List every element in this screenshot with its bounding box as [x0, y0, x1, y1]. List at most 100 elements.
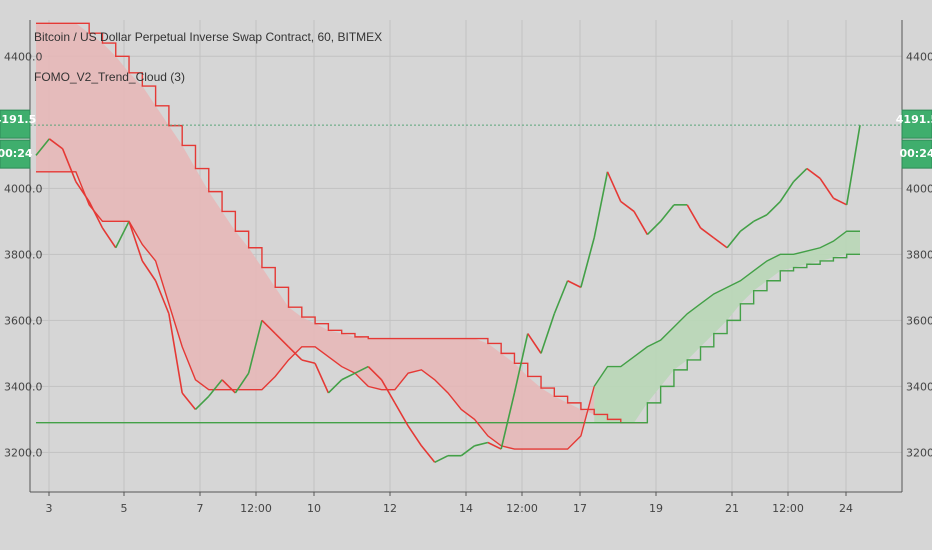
price-segment[interactable] [513, 333, 529, 394]
price-segment[interactable] [194, 395, 210, 411]
price-segment[interactable] [806, 167, 821, 180]
x-tick-label[interactable]: 10 [307, 502, 321, 515]
y-axis: 3200.0 3200.0 3400.0 3400.0 3600.0 3600.0 3800… [4, 50, 932, 459]
price-segment[interactable] [540, 313, 556, 354]
price-segment[interactable] [792, 167, 808, 183]
x-tick-label[interactable]: 12:00 [772, 502, 804, 515]
indicator-label: FOMO_V2_Trend_Cloud (3) [34, 70, 185, 84]
x-tick-label[interactable]: 5 [121, 502, 128, 515]
x-tick-label[interactable]: 24 [839, 502, 853, 515]
price-segment[interactable] [48, 138, 64, 150]
price-segment[interactable] [314, 362, 330, 394]
x-tick-label[interactable]: 14 [459, 502, 473, 515]
price-segment[interactable] [354, 365, 369, 374]
countdown-label-left: 00:24 [0, 147, 33, 160]
plot-area[interactable] [30, 22, 902, 464]
price-segment[interactable] [606, 171, 622, 202]
price-segment[interactable] [61, 148, 77, 183]
price-segment[interactable] [779, 181, 795, 202]
price-segment[interactable] [474, 441, 489, 447]
price-segment[interactable] [367, 366, 383, 381]
price-segment[interactable] [753, 214, 768, 223]
price-segment[interactable] [141, 260, 157, 282]
y-tick-label-left: 4000.0 [4, 182, 43, 195]
price-segment[interactable] [487, 441, 502, 450]
price-tag-label-right: 4191.5 [896, 113, 932, 126]
chart-title: Bitcoin / US Dollar Perpetual Inverse Sw… [34, 30, 382, 44]
price-segment[interactable] [101, 227, 117, 249]
price-segment[interactable] [181, 392, 197, 410]
price-segment[interactable] [247, 320, 263, 374]
x-tick-label[interactable]: 3 [46, 502, 53, 515]
price-segment[interactable] [394, 402, 409, 427]
price-segment[interactable] [261, 319, 276, 335]
x-tick-label[interactable]: 12:00 [506, 502, 538, 515]
price-segment[interactable] [208, 379, 223, 397]
x-tick-label[interactable]: 17 [573, 502, 587, 515]
x-tick-label[interactable]: 12:00 [240, 502, 272, 515]
price-segment[interactable] [553, 280, 569, 315]
trend-line-bear[interactable] [36, 171, 595, 450]
y-tick-label-right: 3400.0 [906, 380, 932, 393]
x-axis[interactable]: 3 5 7 12:00 10 12 14 12:00 17 19 21 12:00 24 [46, 492, 854, 515]
price-segment[interactable] [420, 445, 436, 463]
price-segment[interactable] [88, 201, 104, 229]
price-segment[interactable] [341, 372, 356, 381]
price-segment[interactable] [567, 280, 582, 289]
price-segment[interactable] [234, 372, 250, 394]
price-segment[interactable] [646, 220, 662, 236]
price-segment[interactable] [527, 333, 542, 354]
y-tick-label-right: 4000.0 [906, 182, 932, 195]
price-tag-label-left: 4191.5 [0, 113, 36, 126]
price-segment[interactable] [274, 332, 290, 348]
price-segment[interactable] [168, 313, 183, 394]
price-segment[interactable] [739, 220, 755, 232]
price-segment[interactable] [500, 392, 516, 450]
y-tick-label-left: 3600.0 [4, 314, 43, 327]
price-segment[interactable] [434, 454, 449, 464]
price-segment[interactable] [593, 171, 609, 239]
price-segment[interactable] [154, 280, 170, 315]
price-segment[interactable] [128, 221, 144, 262]
price-segment[interactable] [35, 138, 50, 156]
price-segment[interactable] [713, 237, 728, 249]
price-tag-right [901, 109, 932, 139]
y-tick-label-right: 3200.0 [906, 446, 932, 459]
price-tag-left [0, 109, 31, 139]
price-segment[interactable] [686, 204, 702, 229]
y-tick-label-left: 3200.0 [4, 446, 43, 459]
y-tick-label-right: 4400.0 [906, 50, 932, 63]
price-segment[interactable] [301, 359, 316, 365]
price-segment[interactable] [633, 211, 649, 235]
price-segment[interactable] [833, 197, 848, 206]
price-segment[interactable] [287, 346, 303, 361]
price-segment[interactable] [700, 227, 715, 239]
x-tick-label[interactable]: 19 [649, 502, 663, 515]
x-tick-label[interactable]: 12 [383, 502, 397, 515]
price-segment[interactable] [407, 425, 423, 447]
trend-line-bull[interactable] [593, 230, 860, 387]
price-segment[interactable] [580, 237, 595, 288]
price-segment[interactable] [221, 379, 236, 394]
upper-band-line[interactable] [36, 22, 648, 424]
price-segment[interactable] [819, 177, 835, 199]
price-segment[interactable] [460, 445, 476, 457]
x-tick-label[interactable]: 7 [197, 502, 204, 515]
price-segment[interactable] [620, 200, 635, 213]
price-segment[interactable] [327, 379, 343, 394]
price-segment[interactable] [726, 230, 742, 249]
lower-band-line[interactable] [36, 253, 860, 424]
bear-cloud [36, 23, 595, 450]
price-tags: 4191.5 00:24 4191.5 00:24 [0, 109, 932, 169]
price-segment[interactable] [845, 124, 861, 205]
y-tick-label-right: 3600.0 [906, 314, 932, 327]
y-tick-label-left: 4400.0 [4, 50, 43, 63]
countdown-tag-left [0, 139, 31, 169]
price-segment[interactable] [766, 200, 781, 216]
price-segment[interactable] [115, 220, 130, 249]
price-segment[interactable] [380, 379, 396, 404]
price-segment[interactable] [75, 181, 90, 202]
price-segment[interactable] [660, 204, 675, 222]
x-tick-label[interactable]: 21 [725, 502, 739, 515]
